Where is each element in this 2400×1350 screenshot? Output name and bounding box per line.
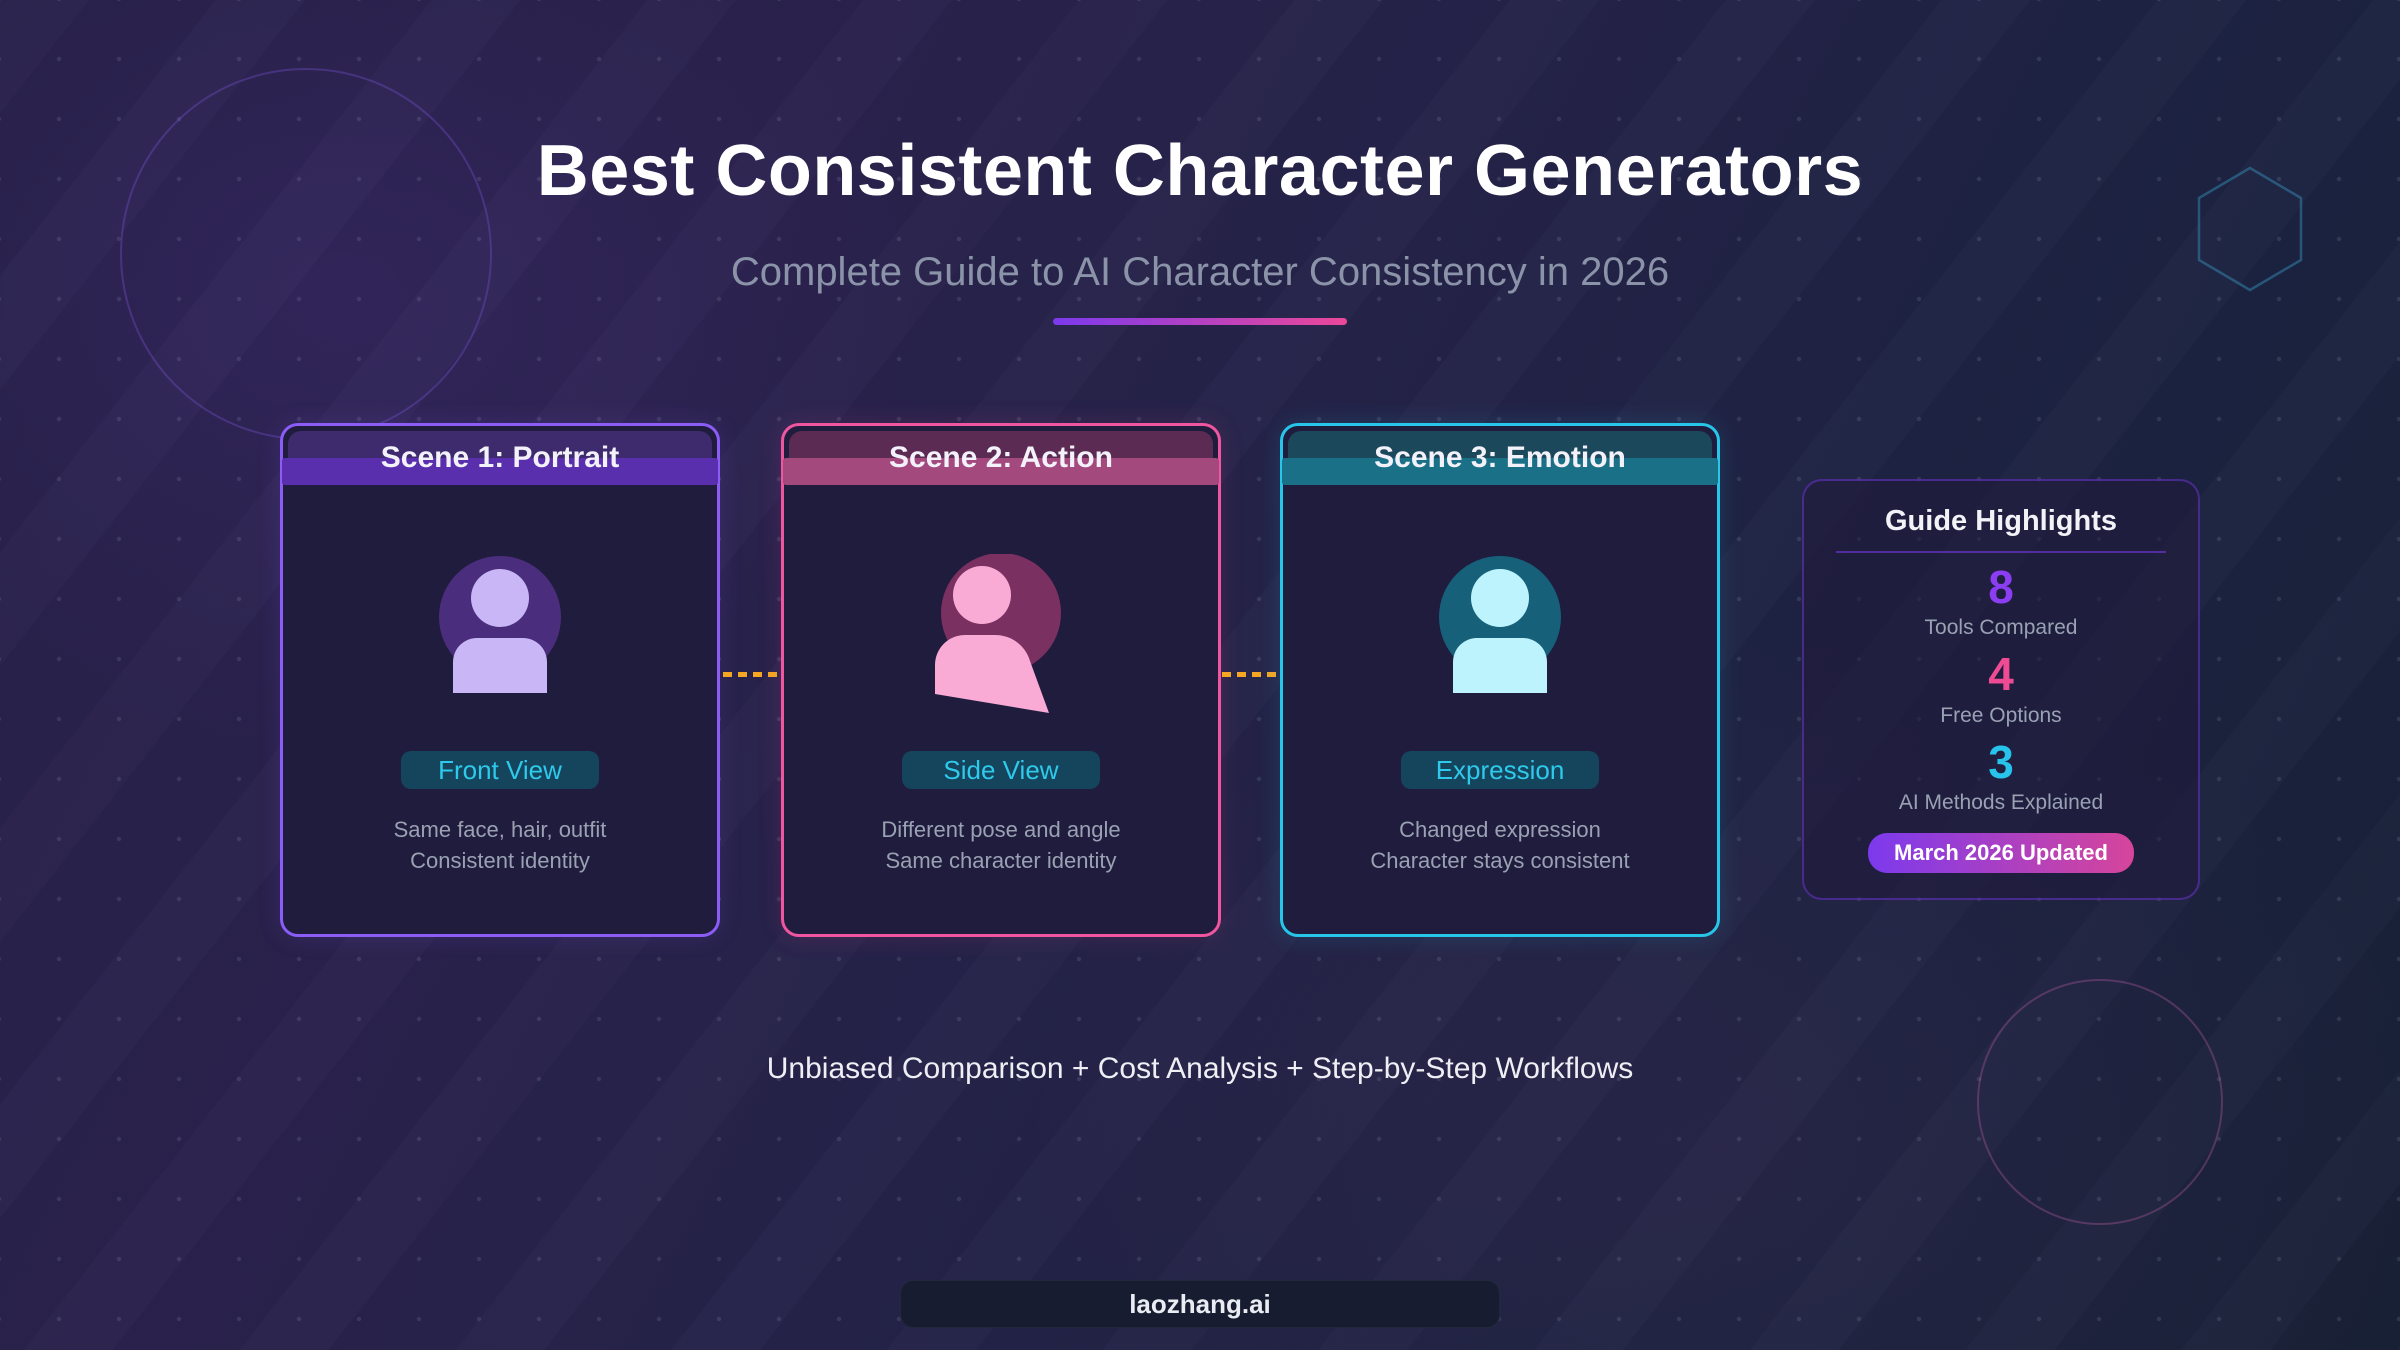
footer-brand[interactable]: laozhang.ai	[1129, 1288, 1271, 1319]
view-label-pill[interactable]: Side View	[902, 751, 1100, 789]
stat-ai-methods: 3 AI Methods Explained	[1898, 735, 2104, 815]
scene-description-line1: Changed expression	[1399, 817, 1601, 842]
scene-card-portrait: Scene 1: Portrait Front View Same face, …	[280, 423, 720, 937]
dashed-connector	[1222, 672, 1279, 677]
stat-free-options: 4 Free Options	[1940, 650, 2061, 727]
title-underline-accent	[1053, 318, 1347, 325]
stat-label: Tools Compared	[1924, 616, 2078, 640]
scene-title: Scene 1: Portrait	[380, 441, 620, 474]
stat-value: 4	[1988, 648, 2014, 701]
page-subtitle: Complete Guide to AI Character Consisten…	[730, 250, 1670, 294]
view-label-pill[interactable]: Front View	[401, 751, 599, 789]
stat-label: AI Methods Explained	[1898, 790, 2104, 814]
stat-tools-compared: 8 Tools Compared	[1925, 563, 2078, 640]
scene-card-action: Scene 2: Action Side View Different pose…	[781, 423, 1221, 937]
scene-description: Same face, hair, outfit Consistent ident…	[394, 814, 607, 876]
scene-description: Changed expression Character stays consi…	[1370, 814, 1629, 876]
scene-card-header: Scene 3: Emotion	[1282, 431, 1718, 485]
footer-bar[interactable]: laozhang.ai	[900, 1280, 1500, 1328]
circle-decoration-bottom-right	[1977, 979, 2223, 1225]
guide-highlights-panel: Guide Highlights 8 Tools Compared 4 Free…	[1802, 479, 2200, 900]
scene-card-header: Scene 2: Action	[783, 431, 1219, 485]
updated-badge: March 2026 Updated	[1868, 832, 2134, 873]
page-title: Best Consistent Character Generators	[536, 131, 1864, 211]
scene-card-header: Scene 1: Portrait	[282, 431, 718, 485]
scene-card-emotion: Scene 3: Emotion Expression Changed expr…	[1280, 423, 1720, 937]
scene-description-line2: Consistent identity	[410, 848, 590, 874]
highlights-title: Guide Highlights	[1885, 505, 2117, 537]
scene-title: Scene 2: Action	[889, 441, 1113, 474]
stat-value: 3	[1988, 735, 2014, 788]
header-accent-strip	[783, 458, 1219, 485]
scene-title: Scene 3: Emotion	[1374, 441, 1626, 474]
person-front-avatar-icon	[439, 556, 561, 693]
header-accent-strip	[1282, 458, 1718, 485]
header-accent-strip	[282, 458, 718, 485]
view-label-pill[interactable]: Expression	[1401, 751, 1599, 789]
scene-description-line2: Character stays consistent	[1370, 848, 1630, 874]
scene-description-line1: Same face, hair, outfit	[393, 817, 607, 842]
scene-description: Different pose and angle Same character …	[881, 814, 1120, 876]
stat-label: Free Options	[1940, 703, 2062, 727]
highlights-divider	[1836, 551, 2166, 553]
dashed-connector	[723, 672, 780, 677]
tagline: Unbiased Comparison + Cost Analysis + St…	[766, 1052, 1634, 1085]
person-side-avatar-icon	[935, 554, 1061, 713]
person-front-avatar-icon	[1439, 556, 1561, 693]
hexagon-decoration	[2197, 166, 2303, 292]
scene-description-line1: Different pose and angle	[881, 817, 1121, 842]
scene-description-line2: Same character identity	[885, 848, 1117, 874]
stat-value: 8	[1988, 561, 2014, 613]
